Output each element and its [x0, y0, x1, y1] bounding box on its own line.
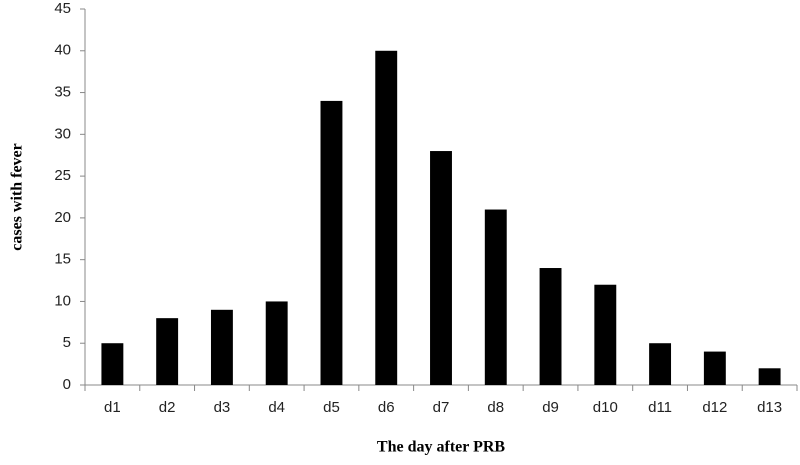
bar	[265, 301, 288, 385]
bar	[320, 100, 343, 386]
y-axis-title: cases with fever	[9, 143, 26, 251]
y-tick-label: 20	[54, 209, 71, 226]
x-tick-label: d11	[648, 399, 672, 416]
y-tick-label: 15	[54, 251, 71, 268]
bar	[649, 343, 672, 385]
x-tick-label: d2	[159, 399, 176, 416]
bar	[375, 50, 398, 386]
x-tick-label: d9	[542, 399, 559, 416]
y-tick-label: 0	[63, 376, 71, 393]
bar	[430, 151, 452, 385]
bar	[156, 318, 179, 385]
x-tick-label: d3	[214, 399, 231, 416]
bar	[594, 284, 617, 385]
bar	[758, 368, 781, 385]
y-tick-label: 25	[54, 167, 71, 184]
y-tick-label: 45	[54, 0, 71, 17]
x-tick-label: d8	[487, 399, 504, 416]
x-axis-title: The day after PRB	[377, 439, 505, 456]
x-tick-label: d4	[268, 399, 285, 416]
y-tick-label: 30	[54, 125, 71, 142]
x-tick-label: d1	[104, 399, 121, 416]
bar	[101, 343, 124, 385]
y-tick-label: 10	[54, 292, 71, 309]
bar	[539, 268, 562, 385]
bar	[703, 351, 726, 385]
y-tick-label: 35	[54, 84, 71, 101]
bar	[210, 309, 233, 385]
x-tick-label: d5	[323, 399, 340, 416]
bar	[484, 209, 507, 385]
y-tick-label: 40	[54, 42, 71, 59]
x-tick-label: d10	[593, 399, 618, 416]
x-tick-label: d13	[757, 399, 782, 416]
x-tick-label: d6	[378, 399, 395, 416]
x-tick-label: d12	[702, 399, 727, 416]
y-tick-label: 5	[63, 334, 71, 351]
x-tick-label: d7	[433, 399, 450, 416]
